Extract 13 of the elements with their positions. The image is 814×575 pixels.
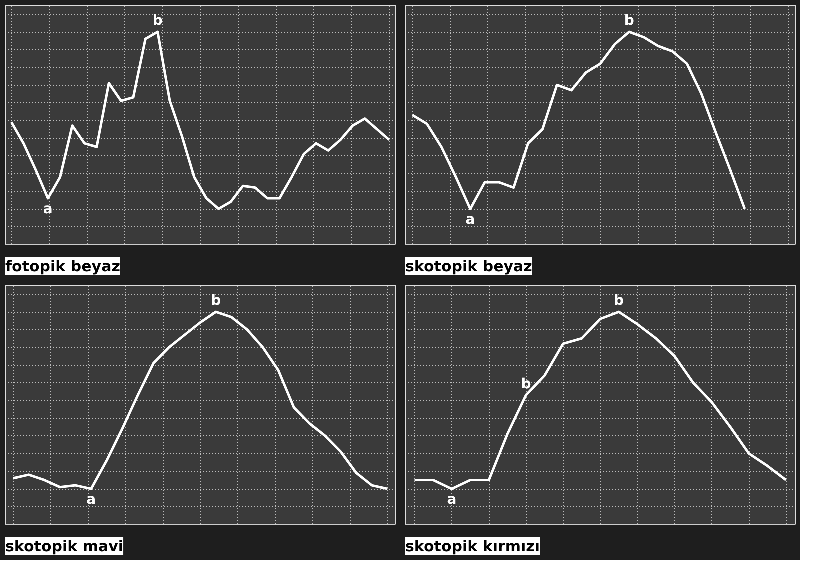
text: skotopik beyaz bbox=[406, 258, 533, 276]
annotation: a bbox=[86, 492, 96, 508]
annotation: b bbox=[521, 376, 532, 392]
annotation: a bbox=[447, 492, 457, 508]
annotation: a bbox=[466, 212, 476, 228]
annotation: b bbox=[152, 13, 163, 30]
text: fotopik beyaz bbox=[6, 258, 121, 276]
text: skotopik kırmızı bbox=[406, 538, 540, 556]
annotation: a bbox=[43, 201, 53, 218]
text: skotopik mavi bbox=[6, 538, 124, 556]
annotation: b bbox=[211, 293, 222, 310]
annotation: b bbox=[614, 293, 624, 310]
annotation: b bbox=[624, 13, 634, 30]
